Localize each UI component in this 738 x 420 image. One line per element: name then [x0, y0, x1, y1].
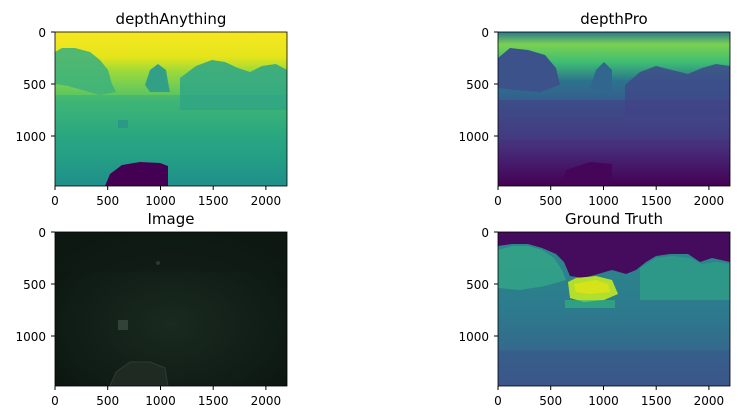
x-tick-label: 0: [51, 194, 59, 208]
y-tick-label: 0: [38, 226, 46, 240]
x-tick-label: 2000: [694, 394, 725, 408]
x-tick-label: 1500: [641, 394, 672, 408]
x-axis-depthanything: 0 500 1000 1500 2000: [51, 186, 281, 208]
heatmap-depthanything: [55, 32, 287, 186]
x-tick-label: 1000: [588, 394, 619, 408]
x-tick-label: 1500: [198, 394, 229, 408]
y-tick-label: 500: [466, 278, 489, 292]
y-tick-label: 1000: [458, 330, 489, 344]
panel-depthanything: depthAnything 0 500 1000 1500 2000: [15, 10, 288, 208]
x-tick-label: 500: [96, 194, 119, 208]
heatmap-ground-truth: [498, 232, 730, 386]
y-axis-depthanything: 0 500 1000: [15, 26, 55, 144]
x-tick-label: 2000: [694, 194, 725, 208]
x-tick-label: 0: [51, 394, 59, 408]
panel-depthpro: depthPro 0 500 1000 1500 2000: [458, 10, 731, 208]
panel-title-depthpro: depthPro: [580, 10, 647, 28]
x-tick-label: 0: [494, 394, 502, 408]
x-tick-label: 1500: [198, 194, 229, 208]
x-tick-label: 0: [494, 194, 502, 208]
panel-ground-truth: Ground Truth 0 500 1000 1500 2000: [458, 210, 731, 408]
x-axis-ground-truth: 0 500 1000 1500 2000: [494, 386, 724, 408]
y-tick-label: 0: [481, 226, 489, 240]
y-tick-label: 0: [38, 26, 46, 40]
y-tick-label: 500: [466, 78, 489, 92]
panel-image: Image 0 500 1000 1500 2000 0 500: [15, 210, 288, 408]
y-tick-label: 500: [23, 78, 46, 92]
x-axis-image: 0 500 1000 1500 2000: [51, 386, 281, 408]
y-axis-image: 0 500 1000: [15, 226, 55, 344]
y-tick-label: 1000: [458, 130, 489, 144]
y-axis-ground-truth: 0 500 1000: [458, 226, 498, 344]
y-tick-label: 1000: [15, 330, 46, 344]
y-tick-label: 500: [23, 278, 46, 292]
x-axis-depthpro: 0 500 1000 1500 2000: [494, 186, 724, 208]
y-axis-depthpro: 0 500 1000: [458, 26, 498, 144]
x-tick-label: 1000: [145, 394, 176, 408]
x-tick-label: 1000: [588, 194, 619, 208]
x-tick-label: 2000: [251, 194, 282, 208]
x-tick-label: 2000: [251, 394, 282, 408]
y-tick-label: 1000: [15, 130, 46, 144]
heatmap-image: [55, 232, 287, 386]
panel-title-ground-truth: Ground Truth: [565, 210, 663, 228]
panel-title-image: Image: [148, 210, 195, 228]
x-tick-label: 500: [539, 194, 562, 208]
panel-title-depthanything: depthAnything: [116, 10, 227, 28]
heatmap-depthpro: [498, 32, 730, 186]
x-tick-label: 500: [96, 394, 119, 408]
x-tick-label: 1000: [145, 194, 176, 208]
y-tick-label: 0: [481, 26, 489, 40]
x-tick-label: 1500: [641, 194, 672, 208]
x-tick-label: 500: [539, 394, 562, 408]
